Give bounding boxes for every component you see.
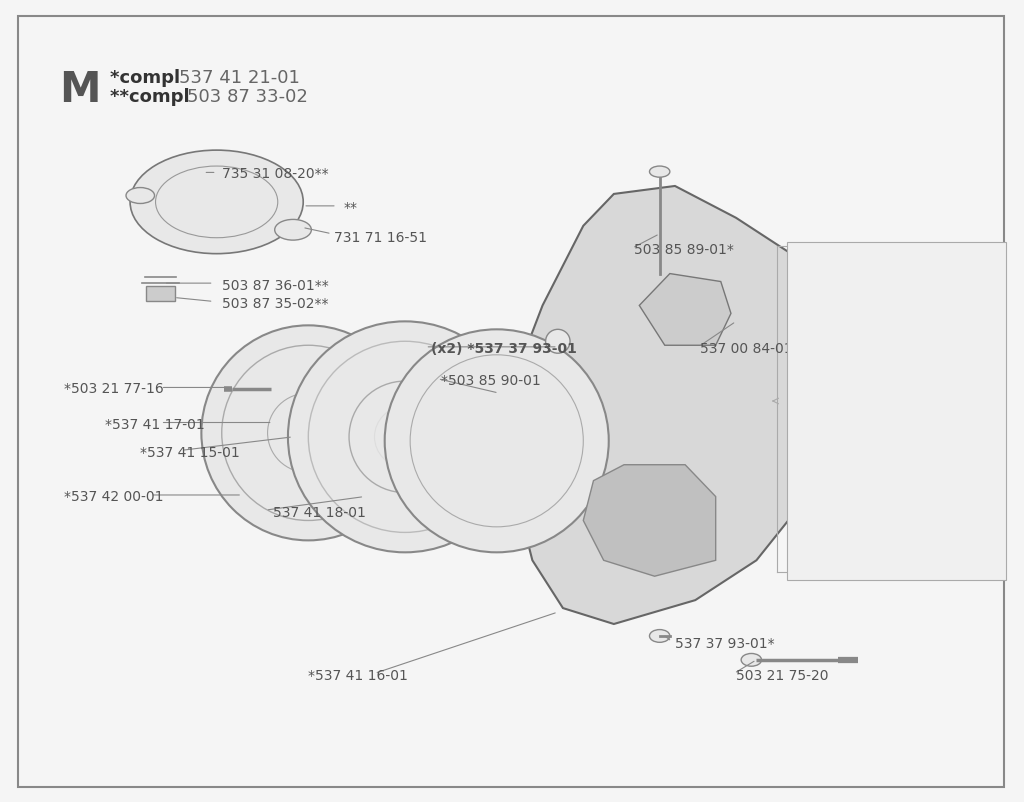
Text: 537 35 34-05 (323LD): 537 35 34-05 (323LD) (797, 305, 927, 318)
Ellipse shape (741, 654, 762, 666)
Ellipse shape (649, 166, 670, 177)
Ellipse shape (126, 188, 155, 204)
Ellipse shape (385, 330, 608, 553)
Ellipse shape (267, 393, 349, 472)
Polygon shape (838, 322, 899, 520)
Text: 731 71 16-51: 731 71 16-51 (334, 231, 427, 245)
Text: 537 35 34-06 (323C): 537 35 34-06 (323C) (797, 243, 920, 256)
Text: 503 87 35-02**: 503 87 35-02** (222, 297, 329, 311)
Text: M: M (58, 70, 100, 111)
Text: 537 35 34-07 (323R): 537 35 34-07 (323R) (797, 335, 920, 348)
Ellipse shape (202, 326, 416, 541)
Text: 537 35 34-17 (325RDx): 537 35 34-17 (325RDx) (797, 519, 935, 532)
Ellipse shape (349, 381, 461, 492)
Text: *537 41 17-01: *537 41 17-01 (104, 418, 205, 432)
Bar (146, 286, 175, 301)
Text: 537 35 34-14 (325Cx): 537 35 34-14 (325Cx) (797, 396, 927, 409)
Text: 537 35 34-12 (325Lx): 537 35 34-12 (325Lx) (797, 458, 925, 471)
Text: 537 41 18-01: 537 41 18-01 (272, 505, 366, 520)
Polygon shape (639, 273, 731, 345)
Text: *compl: *compl (110, 70, 186, 87)
Text: 537 35 34-08 (323RJ): 537 35 34-08 (323RJ) (797, 366, 923, 379)
Text: 537 37 93-01*: 537 37 93-01* (675, 637, 774, 651)
Text: *537 42 00-01: *537 42 00-01 (63, 489, 164, 504)
Bar (787, 241, 1006, 580)
Ellipse shape (288, 322, 522, 553)
Ellipse shape (546, 330, 570, 353)
Ellipse shape (375, 407, 435, 467)
Text: 537 41 21-01: 537 41 21-01 (179, 70, 300, 87)
Ellipse shape (274, 220, 311, 240)
Ellipse shape (649, 630, 670, 642)
Text: 537 35 34-18 (325RJx): 537 35 34-18 (325RJx) (797, 549, 930, 563)
Text: **compl: **compl (110, 87, 196, 106)
Text: 503 87 33-02: 503 87 33-02 (187, 87, 308, 106)
Text: **: ** (344, 201, 358, 215)
Text: 735 31 08-20**: 735 31 08-20** (222, 167, 329, 181)
Text: 537 35 34-16 (325Rx): 537 35 34-16 (325Rx) (797, 427, 927, 440)
Text: 537 00 84-01*: 537 00 84-01* (700, 342, 800, 356)
Text: *503 85 90-01: *503 85 90-01 (440, 374, 541, 388)
Text: 503 21 75-20: 503 21 75-20 (736, 669, 828, 683)
Text: *503 21 77-16: *503 21 77-16 (63, 382, 164, 396)
Text: 537 35 34-13 (325LDx): 537 35 34-13 (325LDx) (797, 488, 934, 501)
Text: 503 87 36-01**: 503 87 36-01** (222, 278, 329, 293)
Text: *537 41 16-01: *537 41 16-01 (308, 669, 409, 683)
Text: (x2) *537 37 93-01: (x2) *537 37 93-01 (430, 342, 577, 356)
Polygon shape (584, 464, 716, 576)
Polygon shape (512, 186, 838, 624)
Text: *537 41 15-01: *537 41 15-01 (140, 446, 240, 460)
Ellipse shape (130, 150, 303, 253)
Text: 503 85 89-01*: 503 85 89-01* (634, 243, 734, 257)
Text: 537 35 34-04 (323L): 537 35 34-04 (323L) (797, 273, 918, 287)
